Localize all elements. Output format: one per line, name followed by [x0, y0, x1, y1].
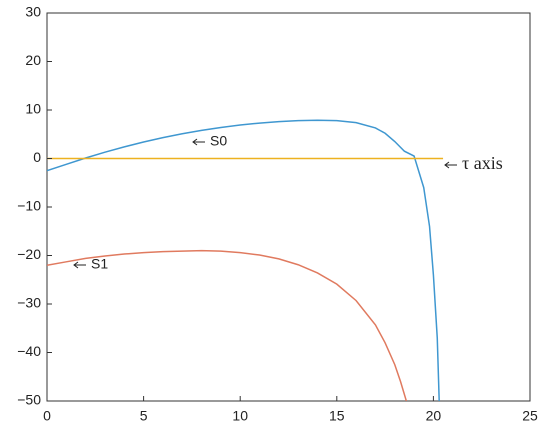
label-arrow	[73, 261, 86, 269]
series-label: S1	[91, 256, 108, 272]
series-label: τ axis	[462, 153, 503, 173]
plot-lines	[47, 119, 444, 401]
x-tick-label: 10	[232, 408, 248, 424]
y-tick-label: −30	[17, 295, 41, 311]
y-tick-label: 10	[25, 101, 41, 117]
y-tick-label: −10	[17, 198, 41, 214]
series-label: S0	[210, 133, 227, 149]
y-tick-label: −50	[17, 392, 41, 408]
y-tick-label: 20	[25, 52, 41, 68]
series-line	[47, 119, 440, 401]
x-tick-label: 15	[329, 408, 345, 424]
y-tick-label: 0	[33, 149, 41, 165]
x-tick-label: 20	[426, 408, 442, 424]
x-tick-label: 25	[522, 408, 538, 424]
y-tick-label: −20	[17, 246, 41, 262]
series-line	[47, 249, 408, 401]
label-arrow	[444, 161, 457, 169]
plot-frame	[46, 12, 531, 402]
y-tick-label: −40	[17, 343, 41, 359]
label-arrow	[192, 138, 205, 146]
y-tick-label: 30	[25, 4, 41, 20]
x-tick-label: 0	[43, 408, 51, 424]
x-tick-label: 5	[140, 408, 148, 424]
